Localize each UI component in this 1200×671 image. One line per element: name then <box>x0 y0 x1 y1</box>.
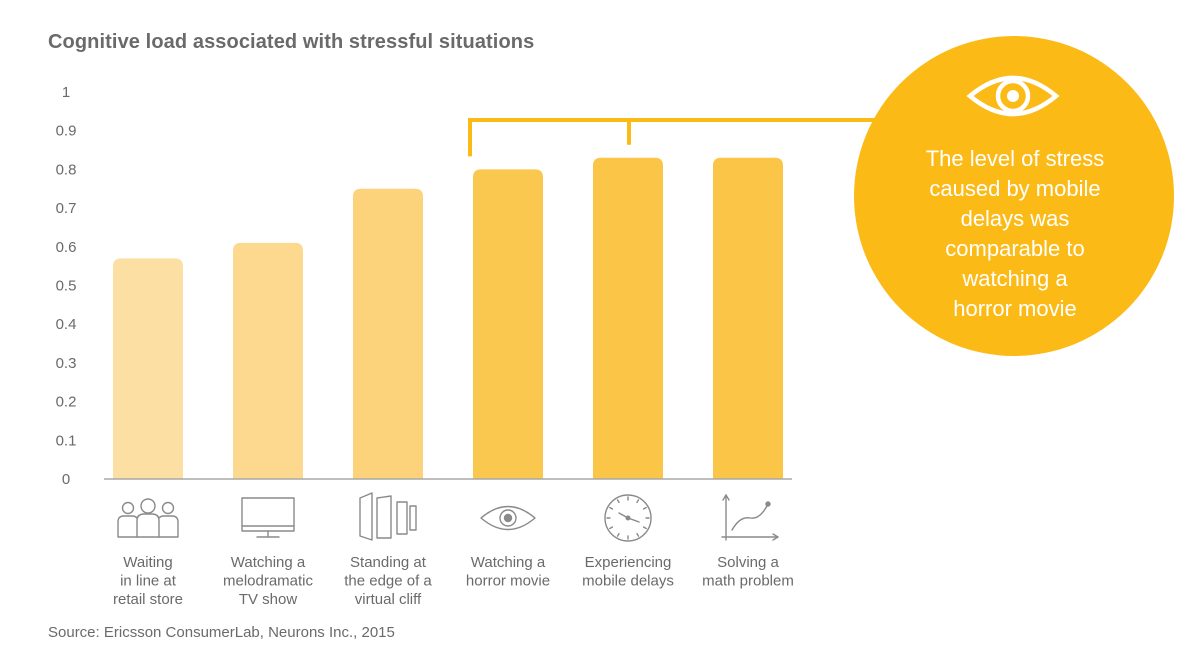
bar <box>593 157 663 480</box>
x-tick-label-line: in line at <box>120 573 177 590</box>
eye-icon <box>966 75 1060 117</box>
y-tick-label: 0.1 <box>56 432 77 449</box>
y-tick-label: 0.4 <box>56 316 77 333</box>
x-tick-label-line: retail store <box>113 591 183 608</box>
x-tick-label: Solving a math problem <box>702 554 794 590</box>
bar <box>113 258 183 479</box>
x-tick-label-line: horror movie <box>466 573 550 590</box>
tv-icon <box>241 497 295 538</box>
x-tick-label: Watching a melodramatic TV show <box>223 554 314 608</box>
x-tick-label: Standing at the edge of a virtual cliff <box>344 554 432 608</box>
x-tick-label-line: the edge of a <box>344 573 432 590</box>
x-tick-label-line: Experiencing <box>585 554 672 571</box>
chart-title: Cognitive load associated with stressful… <box>48 31 535 53</box>
x-tick-label-line: Watching a <box>231 554 306 571</box>
callout-text-line: The level of stress <box>925 146 1105 171</box>
x-tick-label-line: melodramatic <box>223 573 314 590</box>
y-tick-label: 0.2 <box>56 394 77 411</box>
clock-icon <box>604 494 652 542</box>
x-tick-label-line: math problem <box>702 573 794 590</box>
callout-bracket <box>468 118 880 157</box>
y-tick-label: 1 <box>62 84 70 101</box>
callout-text-line: comparable to <box>945 236 1085 261</box>
x-tick-label-line: TV show <box>239 591 298 608</box>
x-axis-labels: Waiting in line at retail store Watching a m… <box>113 554 794 608</box>
callout <box>468 36 1174 356</box>
x-tick-label-line: Waiting <box>123 554 172 571</box>
x-tick-label-line: mobile delays <box>582 573 674 590</box>
x-tick-label-line: virtual cliff <box>355 591 422 608</box>
category-icons <box>117 492 779 542</box>
x-tick-label: Watching a horror movie <box>466 554 550 590</box>
y-tick-label: 0.9 <box>56 123 77 140</box>
y-tick-label: 0.8 <box>56 161 77 178</box>
y-tick-label: 0.3 <box>56 355 77 372</box>
x-tick-label: Waiting in line at retail store <box>113 554 183 608</box>
x-tick-label: Experiencing mobile delays <box>582 554 674 590</box>
cliff-panels-icon <box>359 492 417 541</box>
source-note: Source: Ericsson ConsumerLab, Neurons In… <box>48 624 395 641</box>
y-tick-label: 0.7 <box>56 200 77 217</box>
x-tick-label-line: Solving a <box>717 554 779 571</box>
callout-text-line: delays was <box>960 206 1070 231</box>
callout-circle <box>854 36 1174 356</box>
y-axis: 0 0.1 0.2 0.3 0.4 0.5 0.6 0.7 0.8 0.9 1 <box>56 84 77 488</box>
bars <box>113 157 783 480</box>
bar <box>233 242 303 479</box>
callout-text: The level of stress caused by mobile delay… <box>880 144 1150 324</box>
x-tick-label-line: Watching a <box>471 554 546 571</box>
callout-text-line: watching a <box>962 266 1068 291</box>
callout-text-line: horror movie <box>953 296 1077 321</box>
graph-icon <box>721 494 779 541</box>
x-tick-label-line: Standing at <box>350 554 427 571</box>
callout-text-line: caused by mobile <box>929 176 1101 201</box>
bar <box>353 188 423 479</box>
eye-icon <box>480 505 536 531</box>
y-tick-label: 0.6 <box>56 239 77 256</box>
people-group-icon <box>117 498 179 538</box>
bar <box>473 169 543 479</box>
bar <box>713 157 783 480</box>
y-tick-label: 0.5 <box>56 278 77 295</box>
y-tick-label: 0 <box>62 471 70 488</box>
